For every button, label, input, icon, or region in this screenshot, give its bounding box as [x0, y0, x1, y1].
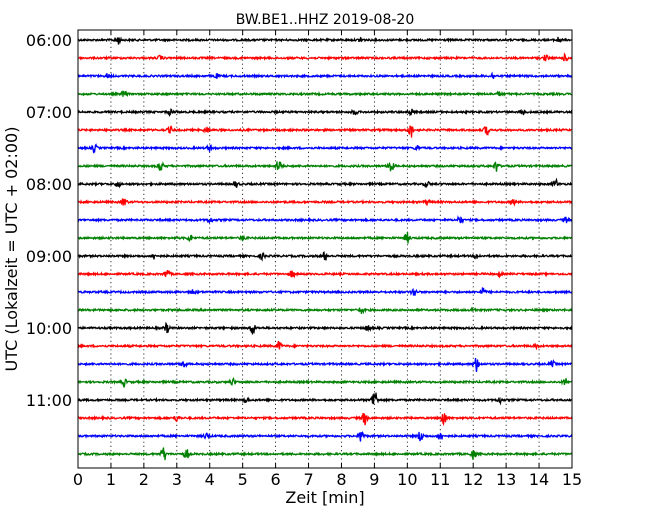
x-tick-label: 4	[205, 470, 215, 489]
x-tick-label: 13	[496, 470, 516, 489]
trace-0915	[77, 269, 573, 279]
x-tick-label: 15	[562, 470, 582, 489]
trace-0845	[77, 232, 573, 244]
trace-0945	[77, 306, 573, 315]
trace-layer	[77, 36, 573, 461]
y-tick-label: 09:00	[26, 247, 72, 266]
trace-0645	[77, 90, 573, 98]
y-tick-label: 10:00	[26, 319, 72, 338]
trace-0630	[77, 71, 573, 80]
trace-0715	[77, 125, 573, 138]
x-tick-label: 2	[139, 470, 149, 489]
tick-layer: 0 1 2 3 4 5 6 7 8 9 10 11 12 13 14 1506:0007:0008:0009:…	[26, 30, 582, 489]
x-tick-label: 10	[397, 470, 417, 489]
trace-1130	[77, 431, 573, 442]
x-axis-label: Zeit [min]	[285, 488, 364, 507]
x-tick-label: 8	[336, 470, 346, 489]
trace-0900	[77, 251, 573, 262]
y-axis-label: UTC (Lokalzeit = UTC + 02:00)	[2, 127, 21, 372]
trace-0830	[77, 214, 573, 225]
x-tick-label: 1	[106, 470, 116, 489]
x-tick-label: 7	[303, 470, 313, 489]
trace-0600	[77, 36, 573, 45]
trace-0745	[77, 160, 573, 172]
trace-1000	[77, 321, 573, 335]
trace-1145	[77, 447, 573, 461]
trace-0815	[77, 198, 573, 207]
x-tick-label: 12	[463, 470, 483, 489]
trace-0730	[77, 143, 573, 154]
trace-1100	[77, 392, 573, 406]
y-tick-label: 06:00	[26, 31, 72, 50]
x-tick-label: 6	[271, 470, 281, 489]
trace-0930	[77, 287, 573, 296]
trace-1115	[77, 412, 573, 426]
trace-1015	[77, 340, 573, 351]
grid-layer	[110, 30, 540, 468]
x-tick-label: 5	[238, 470, 248, 489]
trace-0700	[77, 108, 573, 117]
x-tick-label: 3	[172, 470, 182, 489]
y-tick-label: 08:00	[26, 175, 72, 194]
trace-0800	[77, 177, 573, 189]
trace-1030	[77, 358, 573, 373]
chart-title: BW.BE1..HHZ 2019-08-20	[236, 12, 415, 28]
trace-0615	[77, 52, 573, 62]
y-tick-label: 07:00	[26, 103, 72, 122]
plot-frame	[77, 29, 573, 469]
trace-1045	[77, 377, 573, 389]
y-tick-label: 11:00	[26, 391, 72, 410]
x-tick-label: 0	[73, 470, 83, 489]
x-tick-label: 11	[430, 470, 450, 489]
x-tick-label: 14	[529, 470, 549, 489]
x-tick-label: 9	[369, 470, 379, 489]
